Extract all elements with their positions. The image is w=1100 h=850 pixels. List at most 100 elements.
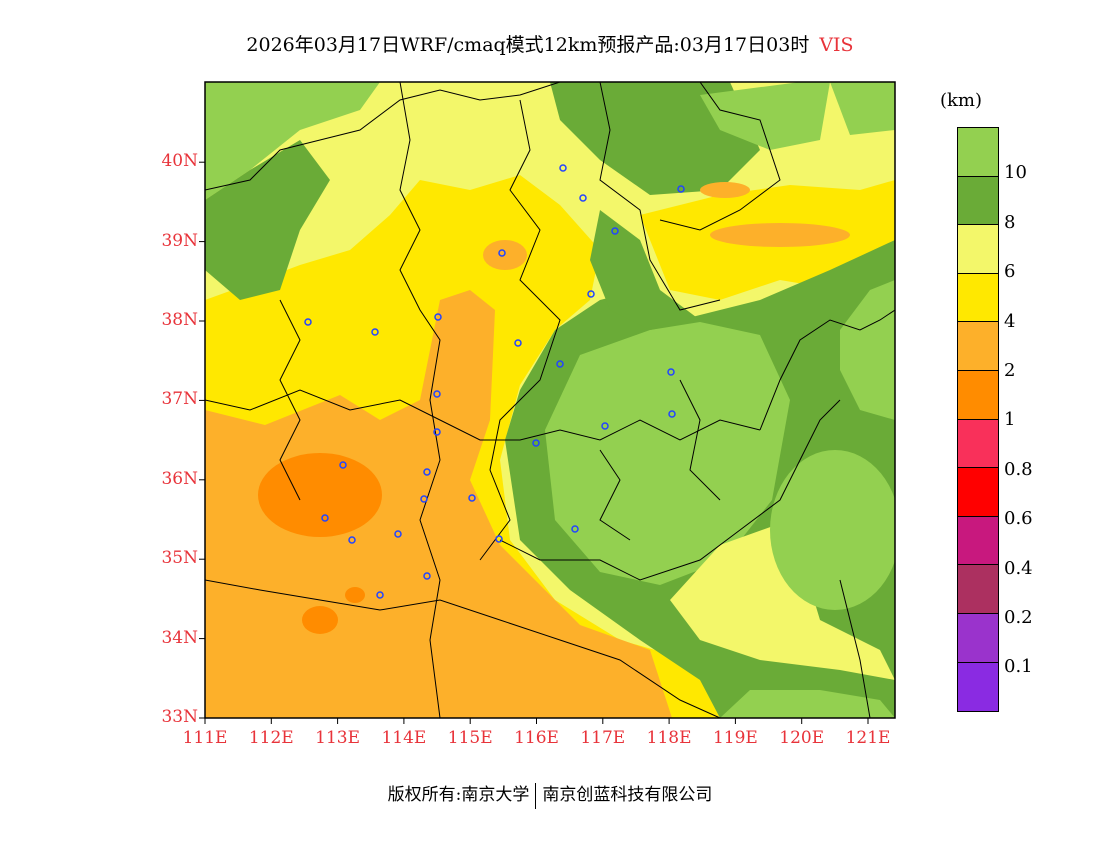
city-marker (423, 572, 431, 580)
region-10km-northwest (205, 82, 380, 200)
colorbar-label: 0.2 (1004, 607, 1033, 628)
city-marker (321, 514, 329, 522)
city-marker (434, 313, 442, 321)
axis-ticks (199, 161, 869, 724)
lon-label: 116E (514, 728, 559, 748)
lat-label: 40N (161, 151, 198, 172)
colorbar-label: 4 (1004, 310, 1016, 332)
colorbar-label: 2 (1004, 360, 1016, 381)
colorbar-swatch (958, 128, 998, 177)
copyright-left: 版权所有:南京大学 (387, 785, 530, 805)
colorbar-label: 0.1 (1004, 656, 1033, 678)
lat-label: 38N (161, 310, 198, 330)
lon-label: 114E (381, 728, 427, 748)
region-2-4km-northeast (700, 182, 750, 198)
city-marker (468, 494, 476, 502)
region-10km-sea (770, 450, 895, 610)
city-marker (498, 249, 506, 257)
city-marker (571, 525, 579, 533)
city-marker (495, 535, 503, 543)
region-6-8km-southeast (670, 520, 895, 680)
colorbar-swatch (958, 419, 998, 469)
title-text: 2026年03月17日WRF/cmaq模式12km预报产品:03月17日03时 (246, 34, 810, 56)
lon-label: 112E (248, 728, 294, 748)
colorbar-swatch (958, 613, 998, 663)
region-1-2km-small2 (345, 587, 365, 603)
region-8-10km-north (550, 82, 760, 195)
colorbar-label: 8 (1004, 211, 1016, 233)
city-marker (433, 428, 441, 436)
colorbar (957, 127, 999, 713)
map-title: 2026年03月17日WRF/cmaq模式12km预报产品:03月17日03时 V… (0, 30, 1100, 57)
colorbar-label: 0.4 (1004, 557, 1033, 579)
lon-label: 118E (646, 728, 692, 748)
colorbar-label: 0.8 (1004, 458, 1033, 480)
city-marker (433, 390, 441, 398)
city-marker (423, 468, 431, 476)
colorbar-swatch (958, 322, 998, 371)
lon-label: 113E (315, 728, 361, 748)
region-10km-east (545, 322, 790, 585)
colorbar-swatch (958, 370, 998, 420)
city-marker (601, 422, 609, 430)
region-2-4km-east (710, 223, 850, 247)
city-marker (579, 194, 587, 202)
copyright-right: 南京创蓝科技有限公司 (542, 785, 713, 805)
colorbar-label: 1 (1004, 409, 1016, 431)
region-10km-top-right (830, 82, 895, 135)
city-marker (420, 495, 428, 503)
city-marker (677, 185, 685, 193)
lon-label: 115E (447, 728, 493, 748)
city-marker (514, 339, 522, 347)
lat-label: 35N (161, 548, 198, 569)
lat-label: 36N (161, 468, 198, 489)
city-markers (304, 164, 685, 599)
province-borders (205, 82, 895, 718)
lon-label: 111E (182, 728, 228, 748)
region-1-2km (258, 453, 382, 537)
copyright-footer: 版权所有:南京大学 南京创蓝科技有限公司 (0, 780, 1100, 809)
footer-separator (535, 782, 537, 809)
city-marker (376, 591, 384, 599)
colorbar-swatch (958, 565, 998, 614)
city-marker (371, 328, 379, 336)
region-8-10km-ridge (590, 210, 700, 330)
region-10km-northeast (840, 280, 895, 420)
city-marker (348, 536, 356, 544)
lat-label: 34N (161, 627, 198, 648)
city-marker (556, 360, 564, 368)
lat-label: 33N (161, 707, 198, 727)
lat-label: 39N (161, 230, 198, 251)
colorbar-swatch (958, 468, 998, 517)
city-marker (532, 439, 540, 447)
region-8-10km-northwest (205, 140, 330, 300)
region-1-2km-small (302, 606, 338, 634)
contour-fill (205, 82, 895, 718)
city-marker (611, 227, 619, 235)
city-marker (559, 164, 567, 172)
city-marker (394, 530, 402, 538)
region-10km-northeast-top (700, 82, 830, 150)
colorbar-swatch (958, 662, 998, 712)
colorbar-label: 10 (1004, 162, 1027, 184)
colorbar-swatch (958, 225, 998, 274)
colorbar-unit: (km) (940, 90, 983, 111)
variable-label: VIS (819, 34, 854, 56)
city-marker (339, 461, 347, 469)
lon-label: 119E (712, 728, 758, 748)
region-10km-southeast (720, 690, 895, 718)
colorbar-swatch (958, 516, 998, 566)
colorbar-label: 0.6 (1004, 508, 1033, 530)
colorbar-swatch (958, 273, 998, 323)
city-marker (668, 410, 676, 418)
lon-label: 120E (779, 728, 825, 748)
lon-label: 117E (580, 728, 626, 748)
lat-label: 37N (161, 389, 198, 410)
city-marker (304, 318, 312, 326)
colorbar-label: 6 (1004, 261, 1016, 283)
city-marker (667, 368, 675, 376)
lon-label: 121E (845, 728, 891, 748)
colorbar-swatch (958, 176, 998, 226)
city-marker (587, 290, 595, 298)
